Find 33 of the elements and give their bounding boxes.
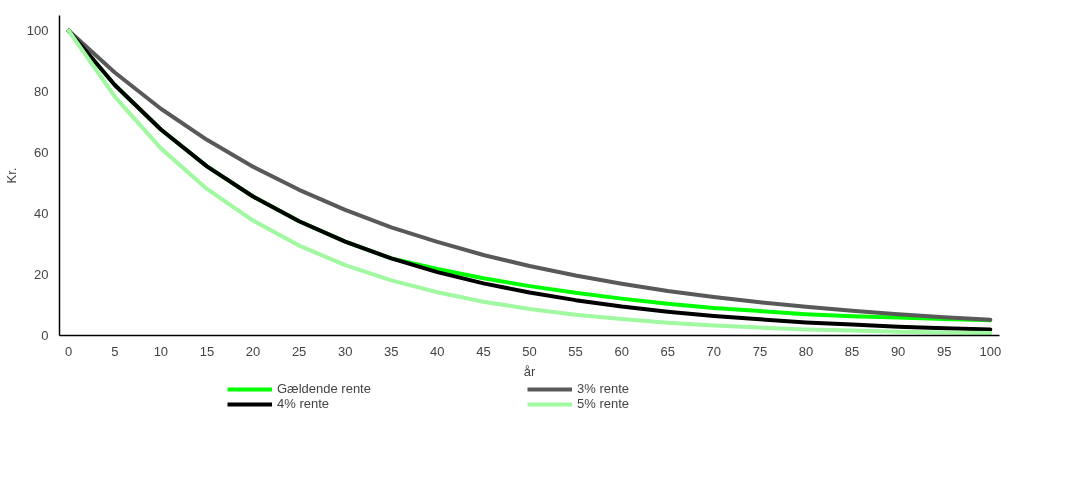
x-tick-label: 45 bbox=[476, 343, 491, 359]
x-tick-label: 80 bbox=[798, 343, 814, 359]
legend-label: 5% rente bbox=[577, 396, 631, 411]
x-tick-label: 0 bbox=[65, 343, 73, 359]
x-tick-label: 10 bbox=[153, 343, 169, 359]
x-tick-label: 100 bbox=[979, 343, 1002, 359]
x-tick-label: 90 bbox=[890, 343, 906, 359]
y-axis-title: Kr. bbox=[3, 167, 19, 184]
x-tick-label: 85 bbox=[844, 343, 860, 359]
y-tick-label: 80 bbox=[34, 84, 49, 100]
x-tick-label: 70 bbox=[706, 343, 722, 359]
x-tick-label: 5 bbox=[111, 343, 119, 359]
x-tick-label: 65 bbox=[660, 343, 675, 359]
x-axis-title: år bbox=[523, 363, 536, 379]
x-tick-label: 35 bbox=[384, 343, 399, 359]
x-tick-label: 25 bbox=[291, 343, 307, 359]
y-tick-label: 20 bbox=[34, 267, 49, 283]
legend-label: 3% rente bbox=[577, 381, 631, 396]
x-tick-label: 60 bbox=[614, 343, 629, 359]
y-tick-label: 100 bbox=[26, 23, 49, 39]
y-tick-label: 0 bbox=[41, 328, 49, 343]
x-tick-label: 95 bbox=[936, 343, 952, 359]
x-tick-label: 15 bbox=[199, 343, 215, 359]
x-tick-label: 55 bbox=[568, 343, 583, 359]
y-tick-label: 60 bbox=[34, 145, 49, 161]
x-tick-label: 40 bbox=[430, 343, 445, 359]
x-tick-label: 50 bbox=[522, 343, 537, 359]
y-tick-label: 40 bbox=[34, 206, 49, 222]
legend-label: 4% rente bbox=[277, 396, 331, 411]
x-tick-label: 75 bbox=[752, 343, 768, 359]
x-tick-label: 20 bbox=[245, 343, 261, 359]
legend-label: Gældende rente bbox=[277, 381, 372, 396]
x-tick-label: 30 bbox=[337, 343, 353, 359]
